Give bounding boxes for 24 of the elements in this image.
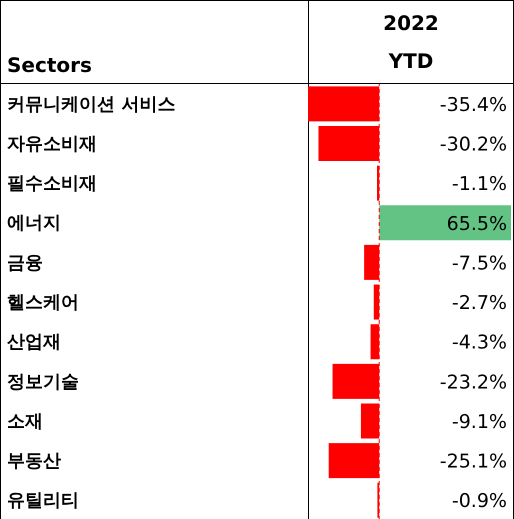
data-label: -30.2% <box>440 134 507 156</box>
y-tick-label: 에너지 <box>7 212 61 234</box>
y-tick-label: 자유소비재 <box>7 133 97 154</box>
y-tick-label: 필수소비재 <box>7 173 97 194</box>
y-tick-label: 헬스케어 <box>7 292 79 313</box>
y-tick-label: 소재 <box>7 410 43 432</box>
y-axis-title: Sectors <box>6 52 93 79</box>
data-label: -9.1% <box>452 410 507 433</box>
data-label: -35.4% <box>440 94 507 116</box>
data-label: -2.7% <box>452 292 507 314</box>
data-label: 65.5% <box>446 212 507 235</box>
y-tick-label: 유틸리티 <box>7 490 79 512</box>
y-tick-label: 산업재 <box>7 332 61 353</box>
data-label: -23.2% <box>440 371 507 394</box>
data-label: -25.1% <box>440 450 507 473</box>
y-tick-label: 정보기술 <box>7 371 79 392</box>
chart-title: 2022 YTD <box>382 10 440 75</box>
data-label: -1.1% <box>452 173 507 196</box>
y-tick-label: 커뮤니케이션 서비스 <box>7 94 176 115</box>
data-label: -4.3% <box>452 332 507 354</box>
y-tick-label: 금융 <box>7 252 43 274</box>
data-label: -0.9% <box>452 490 507 512</box>
y-tick-label: 부동산 <box>7 450 61 472</box>
data-label: -7.5% <box>452 252 507 274</box>
